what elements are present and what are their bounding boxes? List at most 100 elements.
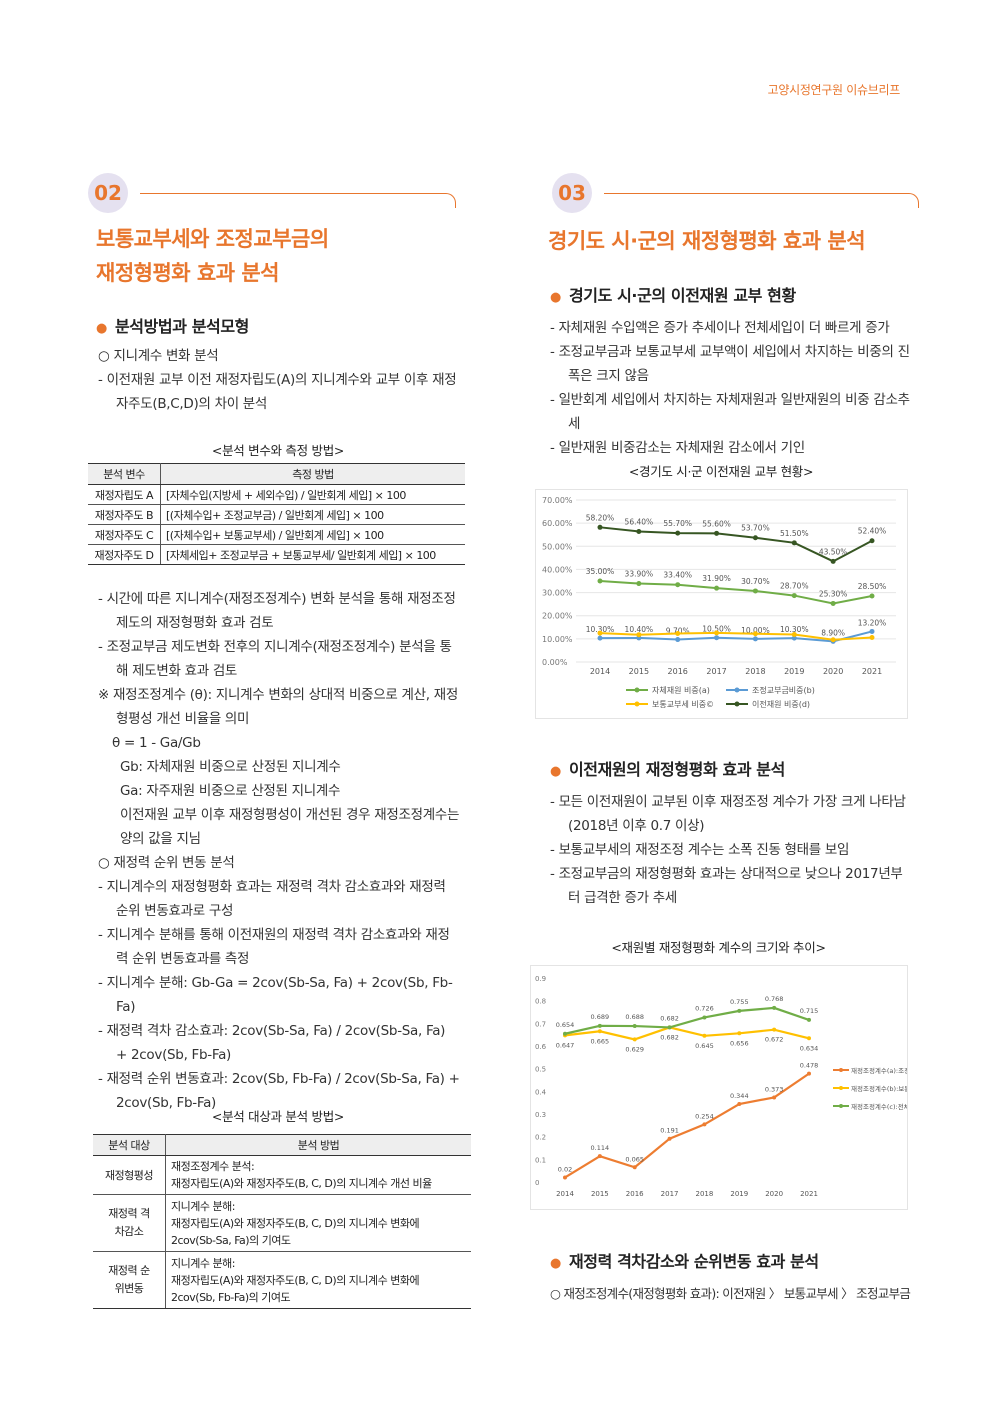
x-tick-label: 2017: [661, 1190, 679, 1198]
table-header: 분석 변수: [88, 463, 161, 485]
data-label: 0.688: [625, 1013, 644, 1021]
data-point: [675, 637, 681, 643]
text-line: ○ 지니계수 변화 분석: [98, 348, 219, 364]
y-tick-label: 60.00%: [542, 519, 573, 528]
table-row: 재정형평성 재정조정계수 분석: 재정자립도(A)와 재정자주도(B, C, D…: [93, 1155, 471, 1195]
table-header: 분석 대상: [93, 1134, 166, 1156]
data-label: 33.40%: [663, 571, 692, 580]
data-point: [702, 1015, 707, 1020]
table-cell: 재정자주도 C: [88, 524, 161, 545]
table-cell: [자체세입+ 조정교부금 + 보통교부세/ 일반회계 세입] × 100: [160, 544, 465, 565]
data-label: 0.02: [558, 1165, 572, 1173]
text-line: Ga: 자주재원 비중으로 산정된 지니계수: [120, 783, 341, 799]
data-point: [675, 631, 681, 637]
data-label: 0.654: [556, 1021, 575, 1029]
legend-label: 이전재원 비중(d): [752, 699, 810, 709]
table-header: 분석 방법: [165, 1134, 471, 1156]
y-tick-label: 0.4: [535, 1088, 547, 1096]
x-tick-label: 2021: [800, 1190, 818, 1198]
data-point: [597, 630, 603, 636]
x-tick-label: 2018: [696, 1190, 714, 1198]
text-line: - 조정교부금의 재정형평화 효과는 상대적으로 낮으나 2017년부터 급격한…: [550, 866, 903, 906]
data-point: [737, 1031, 742, 1036]
chart2-caption: <재원별 재정형평화 계수의 크기와 추이>: [611, 940, 826, 955]
data-point: [807, 1036, 811, 1041]
y-tick-label: 0.7: [535, 1020, 546, 1028]
table-cell: 지니계수 분해: 재정자립도(A)와 재정자주도(B, C, D)의 지니계수 …: [165, 1251, 471, 1309]
data-label: 55.70%: [663, 519, 692, 528]
data-point: [636, 632, 642, 638]
data-label: 0.114: [591, 1144, 610, 1152]
method-line: 지니계수 분해:: [171, 1256, 235, 1270]
legend-marker: [734, 701, 740, 707]
data-label: 0.344: [730, 1092, 749, 1100]
data-label: 0.634: [800, 1044, 819, 1052]
y-tick-label: 0.2: [535, 1134, 546, 1142]
method-line: 재정자립도(A)와 재정자주도(B, C, D)의 지니계수 변화에: [171, 1273, 420, 1287]
method-line: 2cov(Sb, Fb-Fa)의 기여도: [171, 1290, 291, 1304]
table2-caption: <분석 대상과 분석 방법>: [211, 1109, 345, 1124]
data-point: [632, 1024, 637, 1029]
analysis-table: 분석 대상 분석 방법 재정형평성 재정조정계수 분석: 재정자립도(A)와 재…: [93, 1134, 471, 1309]
data-label: 53.70%: [741, 524, 770, 533]
data-point: [597, 635, 603, 641]
legend-marker: [634, 701, 640, 707]
text-line: - 지니계수 분해: Gb-Ga = 2cov(Sb-Sa, Fa) + 2co…: [98, 975, 453, 1015]
data-label: 0.373: [765, 1085, 784, 1093]
data-point: [636, 528, 642, 534]
gap-rank-text: ○ 재정조정계수(재정형평화 효과): 이전재원 〉 보통교부세 〉 조정교부금: [550, 1286, 911, 1301]
data-point: [791, 635, 797, 641]
data-label: 10.40%: [625, 625, 654, 634]
table-cell: 재정력 격차감소: [93, 1194, 166, 1252]
data-point: [636, 581, 642, 587]
data-label: 0.065: [625, 1155, 644, 1163]
series-line: [564, 1072, 810, 1179]
text-line: - 보통교부세의 재정조정 계수는 소폭 진동 형태를 보임: [550, 842, 850, 858]
legend-marker: [634, 687, 640, 693]
x-tick-label: 2015: [629, 667, 649, 676]
data-label: 0.672: [765, 1036, 784, 1044]
table-cell: [(자체수입+ 보통교부세) / 일반회계 세입] × 100: [160, 524, 465, 545]
data-label: 51.50%: [780, 529, 809, 538]
section-divider: [140, 193, 456, 208]
data-point: [752, 631, 758, 637]
y-tick-label: 10.00%: [542, 635, 573, 644]
data-label: 35.00%: [586, 567, 615, 576]
data-point: [737, 1008, 742, 1013]
chart1-frame: 0.00% 10.00% 20.00% 30.00% 40.00% 50.00% 60.00…: [535, 489, 908, 719]
legend-label: 재정조정계수(c):전체: [851, 1102, 907, 1111]
table-cell: 재정조정계수 분석: 재정자립도(A)와 재정자주도(B, C, D)의 지니계…: [165, 1155, 471, 1195]
x-tick-label: 2018: [745, 667, 765, 676]
y-tick-label: 0.8: [535, 998, 546, 1006]
y-tick-label: 30.00%: [542, 589, 573, 598]
y-tick-label: 0.5: [535, 1066, 546, 1074]
data-point: [675, 582, 681, 588]
method-line: 재정자립도(A)와 재정자주도(B, C, D)의 지니계수 변화에: [171, 1216, 420, 1230]
legend-marker: [839, 1086, 843, 1090]
series-line: [599, 630, 873, 643]
variables-table: 분석 변수 측정 방법 재정자립도 A [자체수입(지방세 + 세외수입) / …: [88, 463, 465, 565]
y-tick-label: 20.00%: [542, 612, 573, 621]
method-line: 재정자립도(A)와 재정자주도(B, C, D)의 지니계수 개선 비율: [171, 1177, 432, 1190]
text-line: - 지니계수 분해를 통해 이전재원의 재정력 격차 감소효과와 재정력 순위 …: [98, 927, 450, 967]
y-tick-label: 70.00%: [542, 496, 573, 505]
data-point: [869, 628, 875, 634]
data-point: [597, 578, 603, 584]
data-label: 30.70%: [741, 577, 770, 586]
data-point: [597, 1023, 602, 1028]
data-point: [714, 635, 720, 641]
data-label: 10.30%: [586, 625, 615, 634]
data-point: [869, 538, 875, 544]
table-cell: 재정력 순위변동: [93, 1251, 166, 1309]
text-line: - 조정교부금 제도변화 전후의 지니계수(재정조정계수) 분석을 통해 제도변…: [98, 639, 452, 679]
data-point: [869, 634, 875, 640]
data-label: 0.665: [591, 1037, 610, 1045]
data-point: [667, 1025, 672, 1030]
y-tick-label: 0: [535, 1179, 539, 1187]
gini-text: - 시간에 따른 지니계수(재정조정계수) 변화 분석을 통해 재정조정제도의 …: [98, 587, 460, 1115]
text-line: - 이전재원 교부 이전 재정자립도(A)의 지니계수와 교부 이후 재정자주도…: [98, 372, 457, 412]
text-line: ※ 재정조정계수 (θ): 지니계수 변화의 상대적 비중으로 계산, 재정형평…: [98, 687, 458, 727]
legend-label: 자체재원 비중(a): [652, 685, 710, 695]
y-tick-label: 0.00%: [542, 658, 568, 667]
x-tick-label: 2014: [590, 667, 610, 676]
